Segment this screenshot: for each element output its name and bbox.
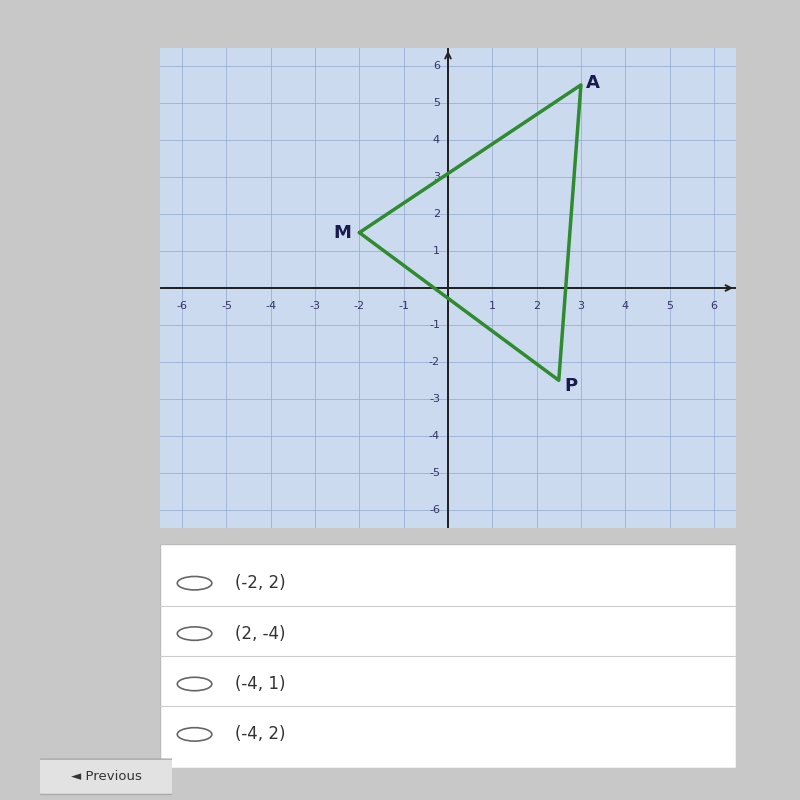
Text: (-2, 2): (-2, 2) <box>235 574 286 592</box>
Text: A: A <box>586 74 600 92</box>
Text: ◄ Previous: ◄ Previous <box>70 770 142 783</box>
Text: 2: 2 <box>433 209 440 219</box>
Circle shape <box>178 728 212 741</box>
Text: (-4, 1): (-4, 1) <box>235 675 286 693</box>
Text: -5: -5 <box>429 468 440 478</box>
Text: 4: 4 <box>622 301 629 311</box>
Text: -1: -1 <box>398 301 409 311</box>
Text: -2: -2 <box>354 301 365 311</box>
Text: 1: 1 <box>433 246 440 256</box>
Text: -6: -6 <box>177 301 188 311</box>
Text: -3: -3 <box>310 301 321 311</box>
Text: -6: -6 <box>429 505 440 514</box>
Text: 6: 6 <box>433 62 440 71</box>
Circle shape <box>178 577 212 590</box>
Text: 5: 5 <box>666 301 673 311</box>
Text: (-4, 2): (-4, 2) <box>235 726 286 743</box>
Text: M: M <box>334 224 351 242</box>
Text: P: P <box>565 377 578 395</box>
FancyBboxPatch shape <box>38 759 174 794</box>
Text: 3: 3 <box>578 301 585 311</box>
FancyBboxPatch shape <box>160 544 736 768</box>
Text: -4: -4 <box>429 430 440 441</box>
Text: -5: -5 <box>221 301 232 311</box>
Circle shape <box>178 678 212 690</box>
Text: 4: 4 <box>433 135 440 146</box>
Text: -4: -4 <box>266 301 276 311</box>
Text: -2: -2 <box>429 357 440 367</box>
Text: 5: 5 <box>433 98 440 108</box>
Text: 2: 2 <box>533 301 540 311</box>
Text: (2, -4): (2, -4) <box>235 625 286 642</box>
Text: 1: 1 <box>489 301 496 311</box>
Text: -3: -3 <box>429 394 440 404</box>
Circle shape <box>178 627 212 640</box>
Text: -1: -1 <box>429 320 440 330</box>
Text: 3: 3 <box>433 172 440 182</box>
Text: 6: 6 <box>710 301 718 311</box>
